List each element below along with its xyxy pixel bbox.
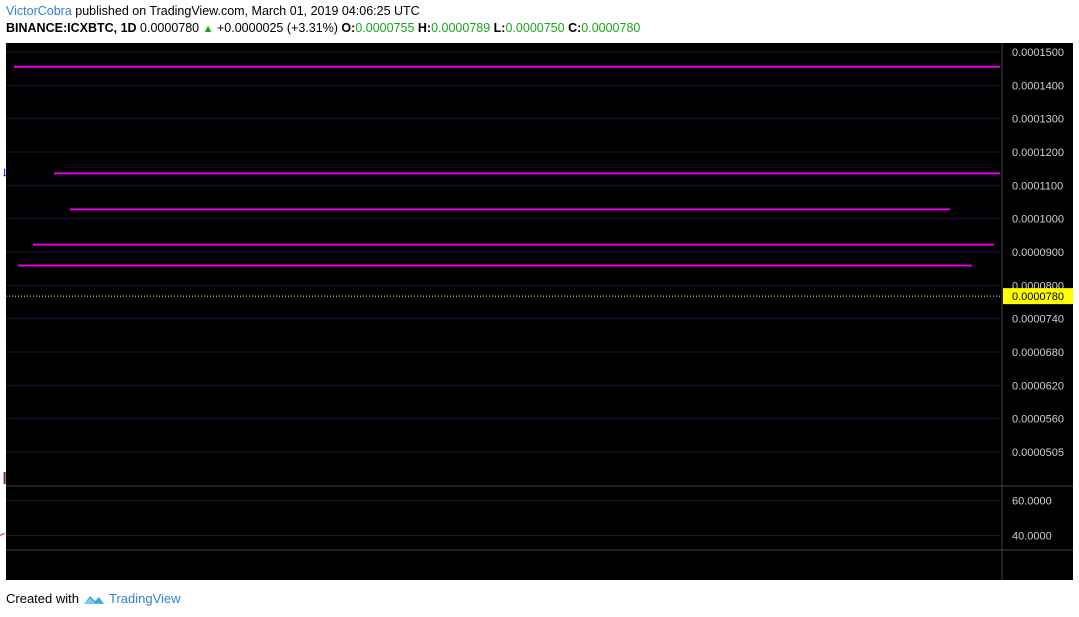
- price-tick-label: 0.0001500: [1012, 47, 1064, 59]
- horizontal-levels[interactable]: [14, 65, 1000, 267]
- candle-body: [3, 175, 6, 177]
- footer: Created with TradingView: [6, 591, 181, 606]
- created-with-text: Created with: [6, 591, 79, 606]
- rsi-line: [0, 533, 5, 536]
- rsi-pane[interactable]: [6, 486, 1002, 550]
- price-tick-label: 0.0001000: [1012, 214, 1064, 226]
- price-pane[interactable]: [6, 43, 1002, 486]
- price-change: +0.0000025 (+3.31%): [217, 21, 338, 35]
- price-tick-label: 0.0001400: [1012, 80, 1064, 92]
- price-tick-label: 0.0000900: [1012, 247, 1064, 259]
- close-label: C:: [568, 21, 582, 35]
- open-label: O:: [341, 21, 356, 35]
- price-tick-label: 0.0000505: [1012, 447, 1064, 459]
- volume-bar: [3, 471, 6, 484]
- up-arrow-icon: ▲: [202, 23, 214, 35]
- low-label: L:: [493, 21, 506, 35]
- last-price-tag: [1003, 288, 1073, 305]
- price-axis[interactable]: [1002, 43, 1073, 580]
- rsi-indicator: [0, 500, 1002, 536]
- price-tick-label: 0.0000560: [1012, 414, 1064, 426]
- high-label: H:: [417, 21, 432, 35]
- last-price: 0.0000780: [140, 21, 200, 35]
- price-tick-label: 0.0000680: [1012, 347, 1064, 359]
- price-tick-label: 0.0001300: [1012, 114, 1064, 126]
- tradingview-link[interactable]: TradingView: [108, 591, 181, 606]
- price-tick-label: 0.0000620: [1012, 380, 1064, 392]
- axis-labels: 0.0001500 0.0001400 0.0001300 0.0001200 0.00…: [6, 47, 1073, 543]
- low-value: 0.0000750: [505, 21, 565, 35]
- publish-line: VictorCobra published on TradingView.com…: [6, 4, 420, 22]
- candles: [3, 168, 6, 177]
- close-value: 0.0000780: [581, 21, 641, 35]
- symbol-label: BINANCE:ICXBTC, 1D: [6, 21, 137, 35]
- price-tick-label: 0.0001100: [1012, 180, 1063, 192]
- rsi-tick-label: 40.0000: [1012, 531, 1052, 543]
- open-value: 0.0000755: [355, 21, 415, 35]
- time-axis[interactable]: [6, 550, 1002, 580]
- rsi-tick-label: 60.0000: [1012, 496, 1052, 508]
- price-tick-label: 0.0001200: [1012, 147, 1064, 159]
- tradingview-logo-icon: [83, 595, 104, 604]
- published-text: published on TradingView.com, March 01, …: [75, 4, 420, 18]
- author-link[interactable]: VictorCobra: [6, 4, 72, 18]
- price-tick-label: 0.0000740: [1012, 314, 1064, 326]
- ohlc-line: BINANCE:ICXBTC, 1D 0.0000780 ▲ +0.000002…: [6, 21, 640, 39]
- last-price-label: 0.0000780: [1012, 291, 1064, 303]
- grid-lines: [6, 51, 1002, 453]
- high-value: 0.0000789: [431, 21, 491, 35]
- volume-bars: [3, 471, 6, 484]
